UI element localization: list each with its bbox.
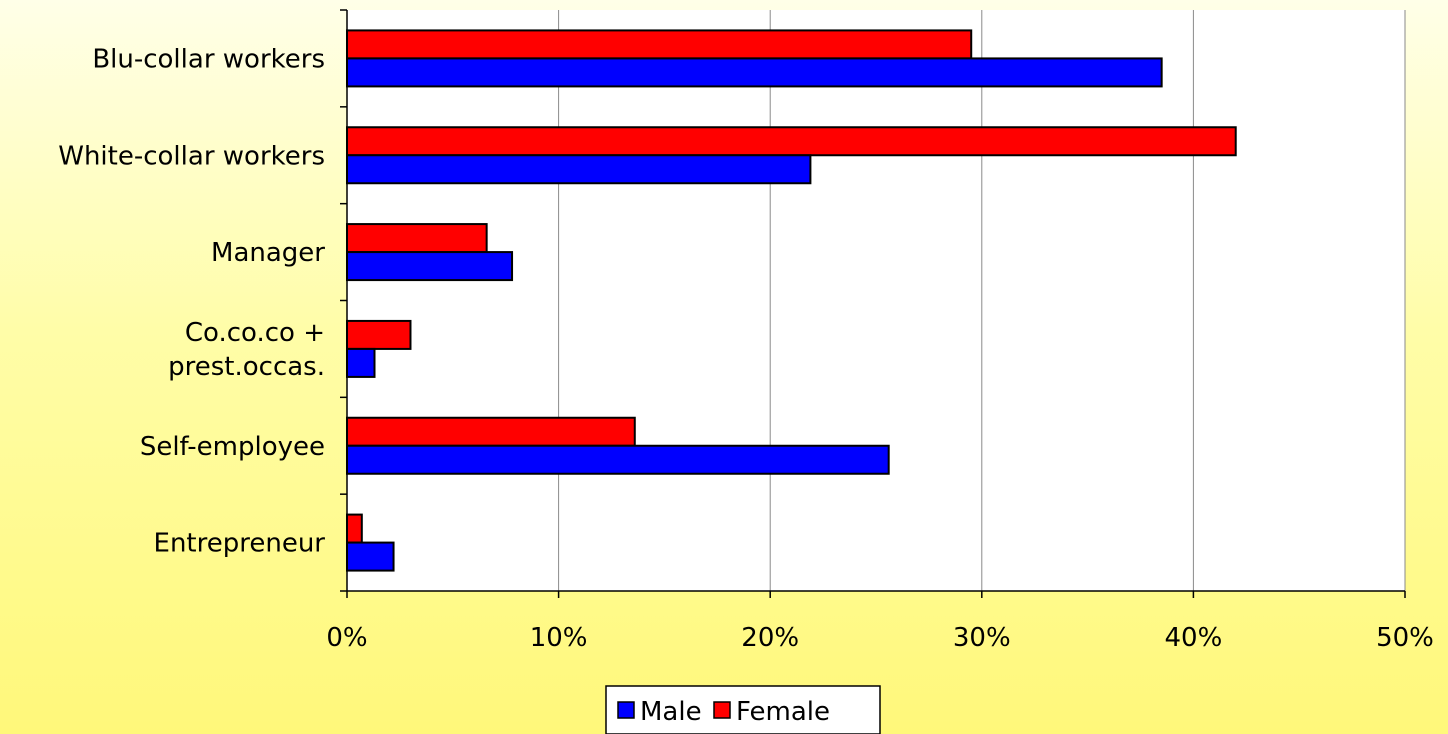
category-label: Entrepreneur <box>154 529 326 559</box>
category-label-line: Entrepreneur <box>154 529 326 559</box>
bar-male-4 <box>346 444 890 475</box>
legend-swatch-female <box>713 701 731 719</box>
x-tick-label: 50% <box>1376 623 1434 653</box>
category-label-line: Manager <box>211 238 325 268</box>
category-label-line: Co.co.co + <box>185 318 325 348</box>
plot-background <box>347 10 1405 591</box>
bar-female-2 <box>346 223 488 254</box>
x-tick-label: 30% <box>953 623 1011 653</box>
plot-area <box>347 10 1405 591</box>
category-label: Blu-collar workers <box>92 44 325 74</box>
category-label-line: Self-employee <box>140 432 325 462</box>
category-label-line: Blu-collar workers <box>92 44 325 74</box>
x-tick-label: 40% <box>1165 623 1223 653</box>
legend-label-male: Male <box>640 697 702 727</box>
legend-label-female: Female <box>736 697 830 727</box>
legend-swatch-male <box>617 701 635 719</box>
tick-labels: 0% 10% 20% 30% 40% 50% <box>326 623 1434 653</box>
bar-female-4 <box>346 416 636 447</box>
bar-male-3 <box>346 347 376 378</box>
category-label: White-collar workers <box>58 141 325 171</box>
bar-male-0 <box>346 57 1163 88</box>
bar-male-5 <box>346 541 395 572</box>
legend-box <box>605 685 881 734</box>
x-tick-label: 0% <box>326 623 367 653</box>
category-labels: Blu-collar workers White-collar workers Ma… <box>58 44 325 558</box>
category-label-line: White-collar workers <box>58 141 325 171</box>
category-label: Co.co.co + prest.occas. <box>168 318 325 382</box>
bar-female-5 <box>346 513 363 544</box>
bar-male-1 <box>346 154 812 185</box>
category-label: Self-employee <box>140 432 325 462</box>
bar-female-0 <box>346 29 973 60</box>
category-label-line: prest.occas. <box>168 352 325 382</box>
category-label: Manager <box>211 238 325 268</box>
bar-male-2 <box>346 251 514 282</box>
x-tick-label: 20% <box>741 623 799 653</box>
legend: Male Female <box>605 685 881 734</box>
x-tick-label: 10% <box>530 623 588 653</box>
bar-female-3 <box>346 319 412 350</box>
axes <box>340 9 1406 598</box>
gridlines <box>558 10 1406 591</box>
bar-female-1 <box>346 126 1237 157</box>
